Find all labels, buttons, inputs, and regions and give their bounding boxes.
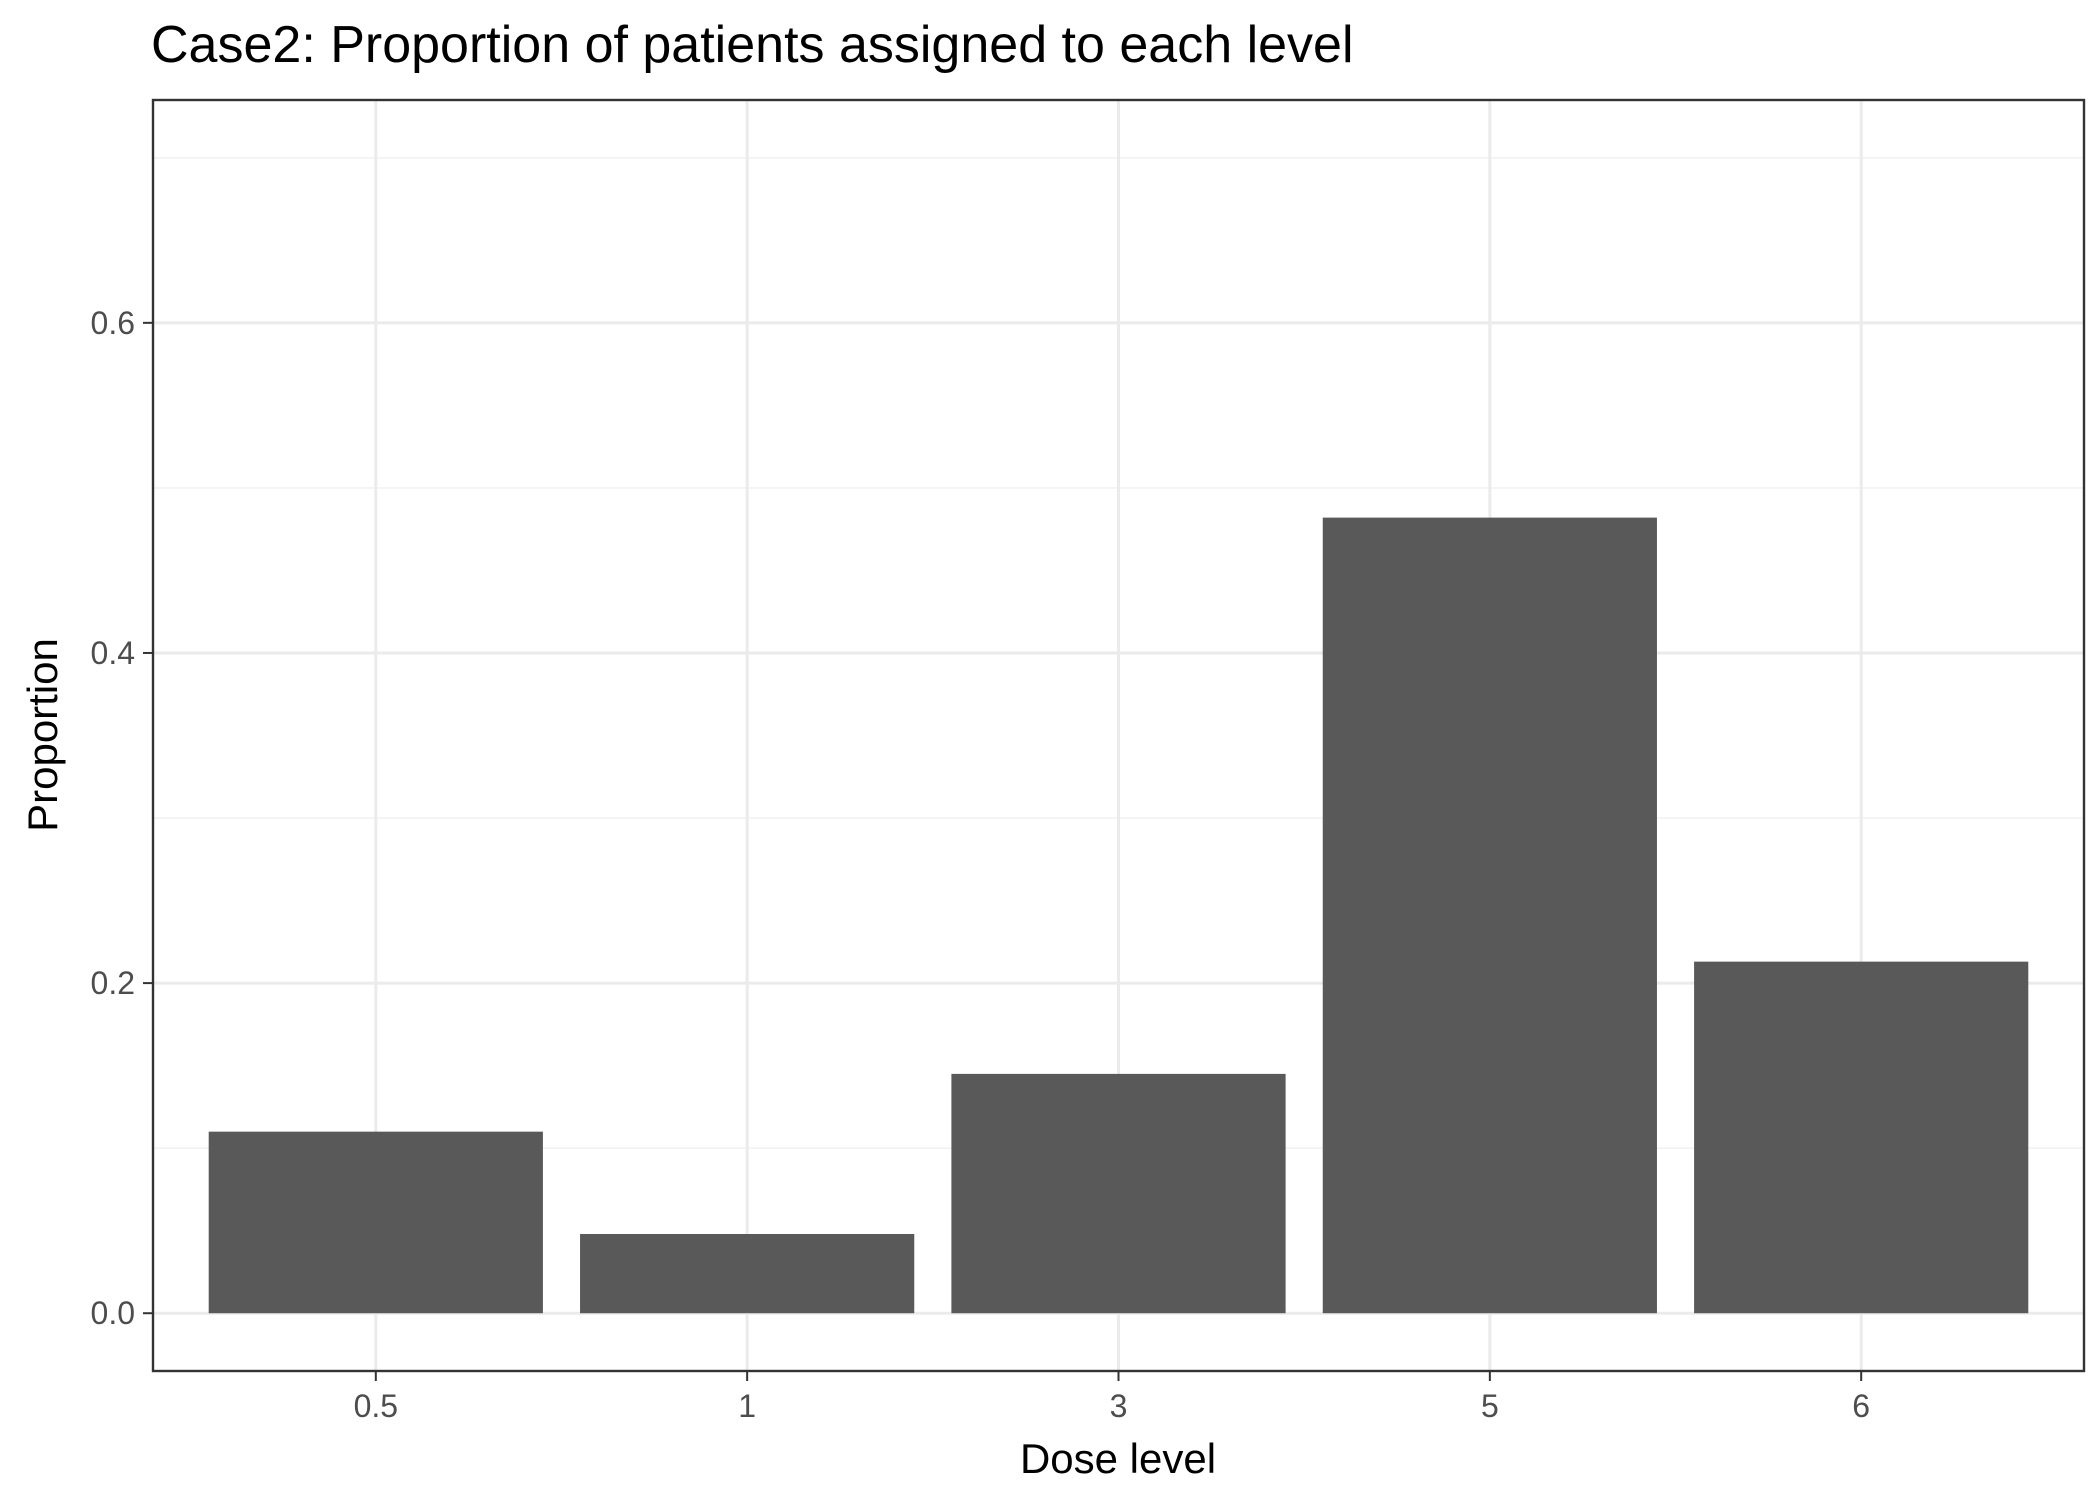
bar-3 bbox=[951, 1073, 1286, 1314]
bar-6 bbox=[1694, 961, 2029, 1314]
x-tick-label: 6 bbox=[1852, 1388, 1870, 1424]
y-tick-label: 0.0 bbox=[91, 1295, 135, 1331]
y-tick-label: 0.6 bbox=[91, 305, 135, 341]
chart-title: Case2: Proportion of patients assigned t… bbox=[151, 16, 1354, 74]
y-tick-label: 0.4 bbox=[91, 635, 135, 671]
y-tick-label: 0.2 bbox=[91, 965, 135, 1001]
x-tick-label: 1 bbox=[738, 1388, 756, 1424]
y-axis-title: Proportion bbox=[19, 638, 66, 832]
bar-1 bbox=[580, 1233, 915, 1314]
x-tick-label: 0.5 bbox=[354, 1388, 398, 1424]
bar-0.5 bbox=[208, 1131, 543, 1314]
x-tick-label: 3 bbox=[1110, 1388, 1128, 1424]
x-tick-label: 5 bbox=[1481, 1388, 1499, 1424]
bar-5 bbox=[1322, 517, 1657, 1314]
y-axis: 0.0 0.2 0.4 0.6 bbox=[91, 305, 153, 1331]
x-axis: 0.5 1 3 5 6 bbox=[354, 1371, 1870, 1424]
bars bbox=[208, 517, 2029, 1314]
x-axis-title: Dose level bbox=[1020, 1435, 1216, 1482]
